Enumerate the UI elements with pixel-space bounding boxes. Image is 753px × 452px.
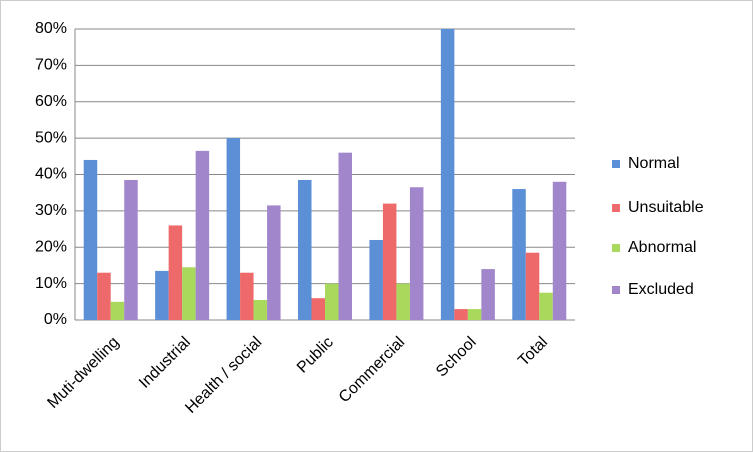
y-tick-label: 10% (35, 275, 67, 292)
bar (440, 29, 455, 320)
bar (298, 179, 312, 320)
legend-label: Excluded (628, 281, 694, 298)
legend-swatch (612, 160, 620, 168)
y-tick-label: 50% (35, 129, 67, 146)
bar (155, 270, 169, 320)
bar (83, 159, 98, 320)
bar (240, 272, 254, 320)
bar (124, 179, 138, 320)
bar (409, 187, 424, 320)
bar (382, 203, 397, 320)
bar (539, 292, 553, 320)
y-tick-label: 40% (35, 166, 67, 183)
bar (97, 272, 111, 320)
bar (338, 152, 352, 320)
legend-label: Unsuitable (628, 199, 704, 216)
legend-label: Abnormal (628, 239, 696, 256)
y-tick-label: 70% (35, 57, 67, 74)
legend-swatch (612, 204, 620, 212)
legend-label: Normal (628, 155, 680, 172)
bar (512, 189, 526, 320)
bar (168, 225, 183, 320)
legend-swatch (612, 286, 620, 294)
bar (525, 252, 540, 320)
bar (552, 181, 567, 320)
y-tick-label: 0% (44, 311, 67, 328)
bar (325, 283, 339, 320)
bar (267, 205, 281, 320)
y-tick-label: 20% (35, 238, 67, 255)
bar (467, 309, 482, 320)
bar (253, 299, 268, 320)
legend-swatch (612, 244, 620, 252)
bar (396, 283, 410, 320)
bar (226, 138, 241, 320)
bar (182, 267, 196, 320)
bar (481, 269, 495, 320)
y-tick-label: 80% (35, 20, 67, 37)
bar (311, 298, 325, 320)
bar (195, 150, 210, 320)
bar (369, 239, 383, 320)
y-tick-label: 30% (35, 202, 67, 219)
bar (110, 301, 125, 320)
bar (454, 309, 468, 320)
y-tick-label: 60% (35, 93, 67, 110)
